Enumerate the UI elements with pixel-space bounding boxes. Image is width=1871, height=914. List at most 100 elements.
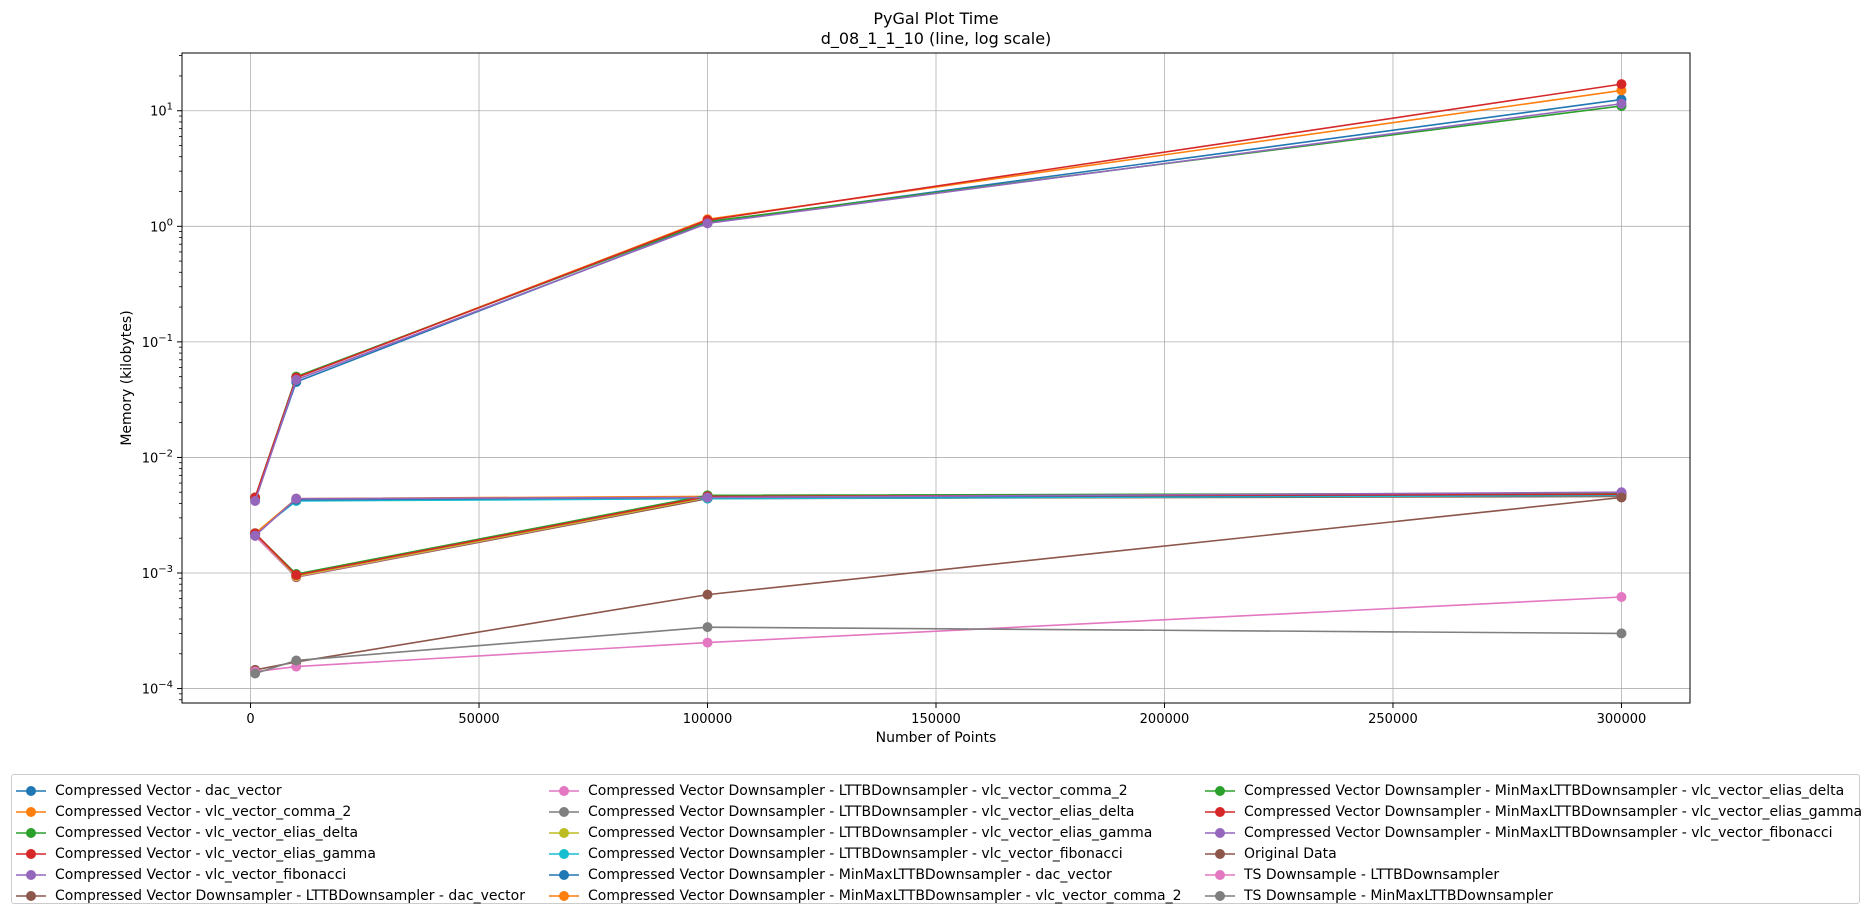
legend-swatch-icon [16, 869, 46, 880]
data-point [1616, 79, 1627, 90]
legend-label: Compressed Vector Downsampler - LTTBDown… [588, 824, 1153, 841]
y-tick-exponent: 0 [167, 217, 173, 228]
data-point [1616, 591, 1627, 602]
legend-label: Compressed Vector Downsampler - MinMaxLT… [1244, 782, 1845, 799]
data-point [291, 374, 302, 385]
legend-label: Compressed Vector Downsampler - MinMaxLT… [1244, 824, 1833, 841]
y-tick-exponent: −4 [158, 680, 173, 691]
y-tick-base: 10 [142, 567, 159, 582]
legend-item: Compressed Vector - vlc_vector_fibonacci [15, 864, 525, 885]
data-point [250, 495, 261, 506]
legend-label: Compressed Vector Downsampler - LTTBDown… [588, 782, 1128, 799]
y-axis-label: Memory (kilobytes) [119, 310, 135, 445]
data-point [1616, 628, 1627, 639]
series [250, 490, 1627, 582]
x-tick-label: 250000 [1368, 712, 1418, 727]
series-line [254, 494, 1622, 577]
series [250, 85, 1627, 503]
legend-item: Compressed Vector Downsampler - LTTBDown… [548, 822, 1182, 843]
legend-item: Compressed Vector Downsampler - MinMaxLT… [548, 885, 1182, 906]
series [250, 490, 1627, 582]
series [250, 94, 1627, 504]
series-line [254, 105, 1622, 498]
legend-swatch-icon [549, 827, 579, 838]
series [250, 622, 1627, 679]
data-point [291, 570, 302, 581]
series-line [254, 493, 1622, 577]
legend-column: Compressed Vector Downsampler - LTTBDown… [548, 780, 1182, 906]
legend-swatch-icon [1205, 785, 1235, 796]
legend-item: Compressed Vector Downsampler - MinMaxLT… [548, 864, 1182, 885]
legend-swatch-icon [549, 806, 579, 817]
legend-item: Compressed Vector Downsampler - LTTBDown… [15, 885, 525, 906]
y-tick-base: 10 [150, 220, 167, 235]
legend-label: Compressed Vector - dac_vector [55, 782, 282, 799]
series [250, 488, 1627, 580]
data-point [1616, 98, 1627, 109]
y-tick-base: 10 [142, 683, 159, 698]
series-line [255, 596, 1622, 673]
legend-item: Compressed Vector Downsampler - LTTBDown… [548, 780, 1182, 801]
legend-item: Compressed Vector - vlc_vector_comma_2 [15, 801, 525, 822]
legend-swatch-icon [16, 848, 46, 859]
series-line [254, 491, 1622, 537]
series-lines [250, 79, 1627, 679]
y-tick-base: 10 [150, 105, 167, 120]
legend-swatch-icon [1205, 848, 1235, 859]
legend-column: Compressed Vector - dac_vector Compressed… [15, 780, 525, 906]
chart-title: PyGal Plot Time [873, 9, 998, 28]
series-line [254, 493, 1622, 576]
legend-item: Compressed Vector - vlc_vector_elias_del… [15, 822, 525, 843]
legend-item: Compressed Vector Downsampler - MinMaxLT… [1204, 801, 1862, 822]
data-point [702, 637, 713, 648]
legend-label: Compressed Vector Downsampler - LTTBDown… [588, 803, 1135, 820]
data-point [702, 589, 713, 600]
data-point [291, 493, 302, 504]
legend-swatch-icon [16, 890, 46, 901]
series [250, 489, 1627, 581]
series-line [254, 626, 1622, 675]
series [250, 489, 1627, 581]
series [250, 100, 1627, 503]
x-tick-label: 0 [246, 712, 254, 727]
x-tick-label: 150000 [911, 712, 961, 727]
y-tick-base: 10 [142, 451, 159, 466]
y-tick-exponent: 1 [167, 102, 173, 113]
legend-swatch-icon [1205, 869, 1235, 880]
legend-label: Original Data [1244, 845, 1337, 862]
y-tick-exponent: −1 [158, 333, 173, 344]
y-tick-label: 10−2 [142, 448, 173, 466]
legend-item: TS Downsample - MinMaxLTTBDownsampler [1204, 885, 1862, 906]
legend-swatch-icon [549, 848, 579, 859]
series-line [254, 494, 1622, 578]
legend-swatch-icon [16, 806, 46, 817]
series [250, 79, 1627, 503]
series [250, 591, 1627, 677]
legend-swatch-icon [549, 785, 579, 796]
x-tick-label: 300000 [1597, 712, 1647, 727]
legend-label: Compressed Vector Downsampler - MinMaxLT… [588, 887, 1182, 904]
y-tick-base: 10 [142, 336, 159, 351]
legend-label: Compressed Vector Downsampler - LTTBDown… [55, 887, 525, 904]
series-line [254, 83, 1622, 498]
legend-label: Compressed Vector - vlc_vector_comma_2 [55, 803, 352, 820]
series-line [254, 102, 1622, 502]
series-line [254, 492, 1622, 575]
y-tick-label: 10−4 [142, 680, 173, 698]
legend-item: Compressed Vector Downsampler - MinMaxLT… [1204, 822, 1862, 843]
legend-label: Compressed Vector Downsampler - MinMaxLT… [588, 866, 1112, 883]
series-line [254, 98, 1622, 499]
legend-label: TS Downsample - MinMaxLTTBDownsampler [1244, 887, 1553, 904]
legend-swatch-icon [1205, 890, 1235, 901]
series-line [254, 494, 1622, 535]
legend-item: Compressed Vector Downsampler - LTTBDown… [548, 801, 1182, 822]
x-axis-label: Number of Points [876, 730, 997, 746]
legend-label: Compressed Vector Downsampler - MinMaxLT… [1244, 803, 1863, 820]
legend-label: TS Downsample - LTTBDownsampler [1244, 866, 1500, 883]
series-line [254, 496, 1622, 671]
data-point [250, 668, 261, 679]
chart-legend: Compressed Vector - dac_vector Compressed… [11, 774, 1862, 906]
legend-item: Compressed Vector - dac_vector [15, 780, 525, 801]
y-tick-exponent: −2 [158, 448, 173, 459]
data-point [250, 530, 261, 541]
